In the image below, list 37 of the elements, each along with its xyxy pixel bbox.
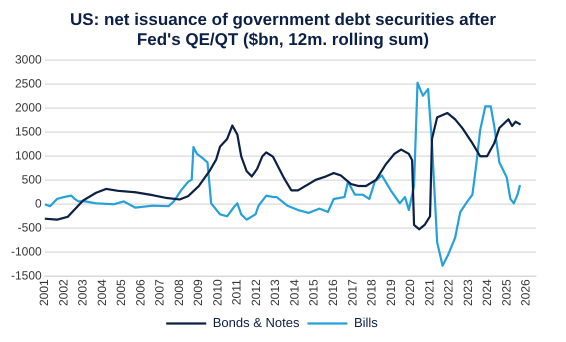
x-tick-label: 2025 <box>499 278 514 306</box>
legend-label: Bonds & Notes <box>212 315 300 330</box>
x-tick-label: 2020 <box>403 278 418 306</box>
x-tick-label: 2024 <box>480 278 494 306</box>
x-tick-label: 2016 <box>326 278 340 306</box>
x-tick-label: 2013 <box>268 278 282 306</box>
x-tick-label: 2015 <box>306 278 321 306</box>
x-tick-label: 2003 <box>76 278 90 306</box>
x-tick-label: 2002 <box>56 278 70 306</box>
x-tick-label: 2023 <box>460 278 475 306</box>
x-tick-label: 2011 <box>230 278 244 306</box>
x-tick-label: 2014 <box>287 278 302 306</box>
y-tick-label: 3000 <box>14 52 42 67</box>
y-tick-label: 1000 <box>14 148 42 163</box>
x-tick-label: 2007 <box>152 278 167 306</box>
y-tick-label: 500 <box>22 172 42 187</box>
x-tick-label: 2026 <box>518 278 533 306</box>
x-tick-label: 2021 <box>422 278 436 306</box>
x-tick-label: 2006 <box>133 278 148 306</box>
x-tick-label: 2019 <box>384 278 398 306</box>
y-tick-label: 1500 <box>14 124 42 139</box>
x-tick-label: 2008 <box>172 278 186 306</box>
x-tick-label: 2004 <box>94 278 109 306</box>
x-tick-label: 2010 <box>210 278 224 306</box>
x-tick-label: 2022 <box>442 278 456 306</box>
y-tick-label: 2000 <box>14 100 42 115</box>
x-tick-label: 2018 <box>364 278 379 306</box>
y-tick-label: 0 <box>35 196 42 211</box>
x-tick-label: 2009 <box>191 278 206 306</box>
chart-title: US: net issuance of government debt securities after Fed's QE/QT ($bn, 12m. rolling sum) <box>68 9 498 50</box>
x-tick-label: 2017 <box>345 278 360 306</box>
x-tick-label: 2012 <box>248 278 263 306</box>
y-tick-label: 2500 <box>14 76 42 91</box>
x-tick-label: 2005 <box>114 278 128 306</box>
y-tick-label: -1000 <box>10 244 42 259</box>
legend-label: Bills <box>354 315 378 330</box>
y-tick-label: -500 <box>18 220 42 235</box>
